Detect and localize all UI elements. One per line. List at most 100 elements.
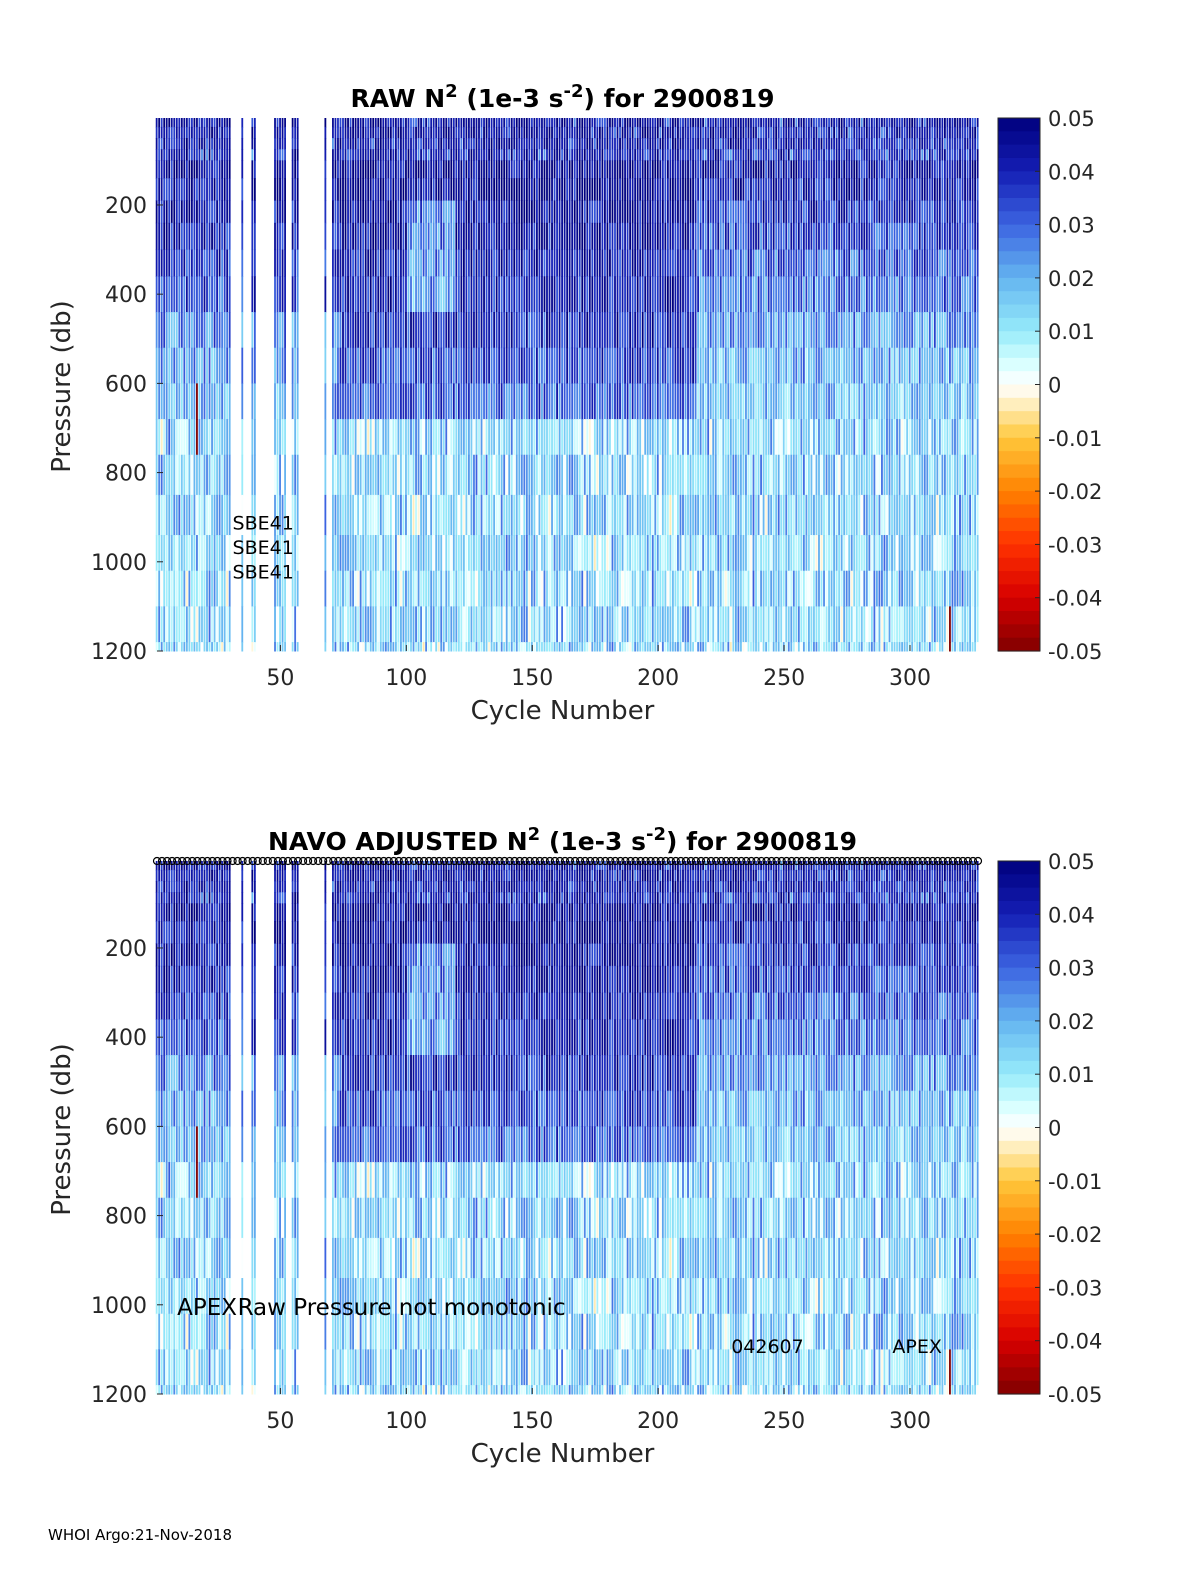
heatmap-cell	[548, 642, 551, 652]
heatmap-cell	[457, 494, 460, 536]
heatmap-cell	[840, 642, 843, 652]
heatmap-cell	[772, 149, 775, 161]
heatmap-cell	[415, 276, 417, 313]
heatmap-cell	[687, 149, 689, 161]
heatmap-cell	[447, 200, 450, 224]
heatmap-cell	[674, 138, 677, 150]
heatmap-cell	[782, 249, 785, 277]
heatmap-cell	[825, 160, 828, 179]
heatmap-cell	[840, 138, 843, 150]
heatmap-cell	[576, 642, 579, 652]
heatmap-cell	[843, 642, 846, 652]
heatmap-cell	[656, 570, 659, 607]
heatmap-cell	[593, 160, 596, 179]
heatmap-cell	[818, 312, 820, 349]
heatmap-cell	[387, 222, 390, 251]
heatmap-cell	[445, 570, 448, 607]
heatmap-cell	[802, 347, 805, 384]
heatmap-cell	[679, 535, 682, 572]
heatmap-cell	[173, 347, 176, 384]
heatmap-cell	[808, 383, 810, 420]
heatmap-cell	[359, 160, 362, 179]
heatmap-cell	[203, 454, 206, 496]
heatmap-cell	[442, 419, 445, 456]
heatmap-cell	[324, 642, 327, 652]
heatmap-cell	[344, 347, 347, 384]
heatmap-cell	[347, 347, 349, 384]
heatmap-cell	[452, 118, 455, 128]
heatmap-cell	[563, 200, 566, 224]
heatmap-cell	[747, 118, 750, 128]
heatmap-cell	[498, 249, 501, 277]
heatmap-cell	[775, 454, 778, 496]
heatmap-cell	[755, 276, 757, 313]
heatmap-cell	[669, 570, 672, 607]
heatmap-cell	[392, 606, 395, 643]
heatmap-cell	[672, 454, 674, 496]
heatmap-cell	[274, 454, 276, 496]
heatmap-cell	[604, 149, 606, 161]
heatmap-cell	[707, 276, 710, 313]
heatmap-cell	[636, 312, 639, 349]
heatmap-cell	[488, 200, 490, 224]
heatmap-cell	[661, 200, 664, 224]
heatmap-cell	[480, 178, 483, 202]
heatmap-cell	[392, 178, 395, 202]
heatmap-cell	[196, 160, 198, 179]
heatmap-cell	[674, 276, 677, 313]
heatmap-cell	[405, 494, 407, 536]
heatmap-cell	[611, 494, 614, 536]
heatmap-cell	[296, 454, 299, 496]
heatmap-cell	[649, 606, 652, 643]
heatmap-cell	[815, 118, 818, 128]
heatmap-cell	[412, 222, 415, 251]
heatmap-cell	[296, 160, 299, 179]
heatmap-cell	[284, 606, 286, 643]
heatmap-cell	[400, 222, 402, 251]
heatmap-cell	[528, 347, 531, 384]
heatmap-cell	[682, 419, 684, 456]
heatmap-cell	[357, 118, 360, 128]
heatmap-cell	[843, 118, 846, 128]
heatmap-cell	[646, 454, 649, 496]
heatmap-cell	[228, 570, 231, 607]
heatmap-cell	[724, 494, 727, 536]
heatmap-cell	[490, 138, 493, 150]
heatmap-cell	[422, 606, 425, 643]
heatmap-cell	[707, 118, 710, 128]
heatmap-cell	[427, 606, 430, 643]
heatmap-cell	[198, 570, 201, 607]
heatmap-cell	[324, 535, 327, 572]
heatmap-cell	[513, 383, 516, 420]
heatmap-cell	[435, 642, 438, 652]
heatmap-cell	[591, 494, 594, 536]
heatmap-cell	[538, 149, 541, 161]
heatmap-cell	[515, 149, 518, 161]
heatmap-cell	[208, 494, 211, 536]
heatmap-cell	[760, 347, 762, 384]
heatmap-cell	[357, 347, 360, 384]
heatmap-cell	[664, 454, 667, 496]
heatmap-cell	[546, 347, 548, 384]
heatmap-cell	[697, 454, 700, 496]
heatmap-cell	[604, 606, 606, 643]
heatmap-cell	[830, 419, 833, 456]
heatmap-cell	[400, 606, 402, 643]
heatmap-cell	[596, 570, 599, 607]
heatmap-cell	[296, 642, 299, 652]
heatmap-cell	[457, 200, 460, 224]
heatmap-cell	[364, 535, 367, 572]
heatmap-cell	[533, 178, 536, 202]
heatmap-cell	[551, 126, 553, 139]
heatmap-cell	[790, 138, 793, 150]
heatmap-cell	[241, 126, 244, 139]
heatmap-cell	[568, 494, 571, 536]
heatmap-cell	[825, 200, 828, 224]
heatmap-cell	[349, 222, 352, 251]
heatmap-cell	[417, 494, 420, 536]
heatmap-cell	[593, 494, 596, 536]
heatmap-cell	[704, 222, 707, 251]
heatmap-cell	[349, 200, 352, 224]
heatmap-cell	[611, 118, 614, 128]
heatmap-cell	[430, 347, 433, 384]
